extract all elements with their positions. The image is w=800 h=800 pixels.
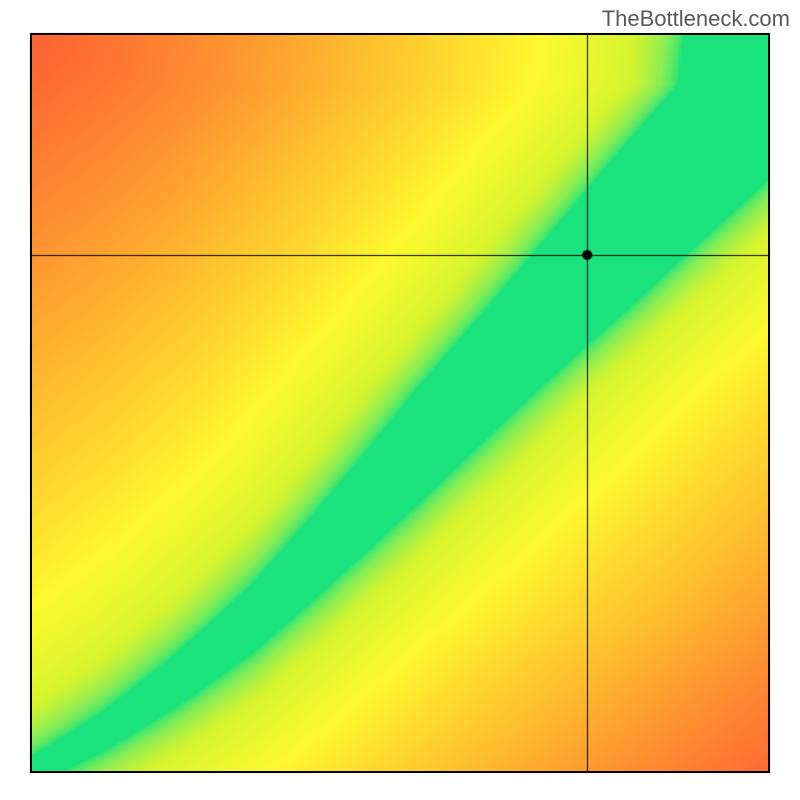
bottleneck-heatmap <box>0 0 800 800</box>
watermark-label: TheBottleneck.com <box>602 6 790 32</box>
chart-container: TheBottleneck.com <box>0 0 800 800</box>
